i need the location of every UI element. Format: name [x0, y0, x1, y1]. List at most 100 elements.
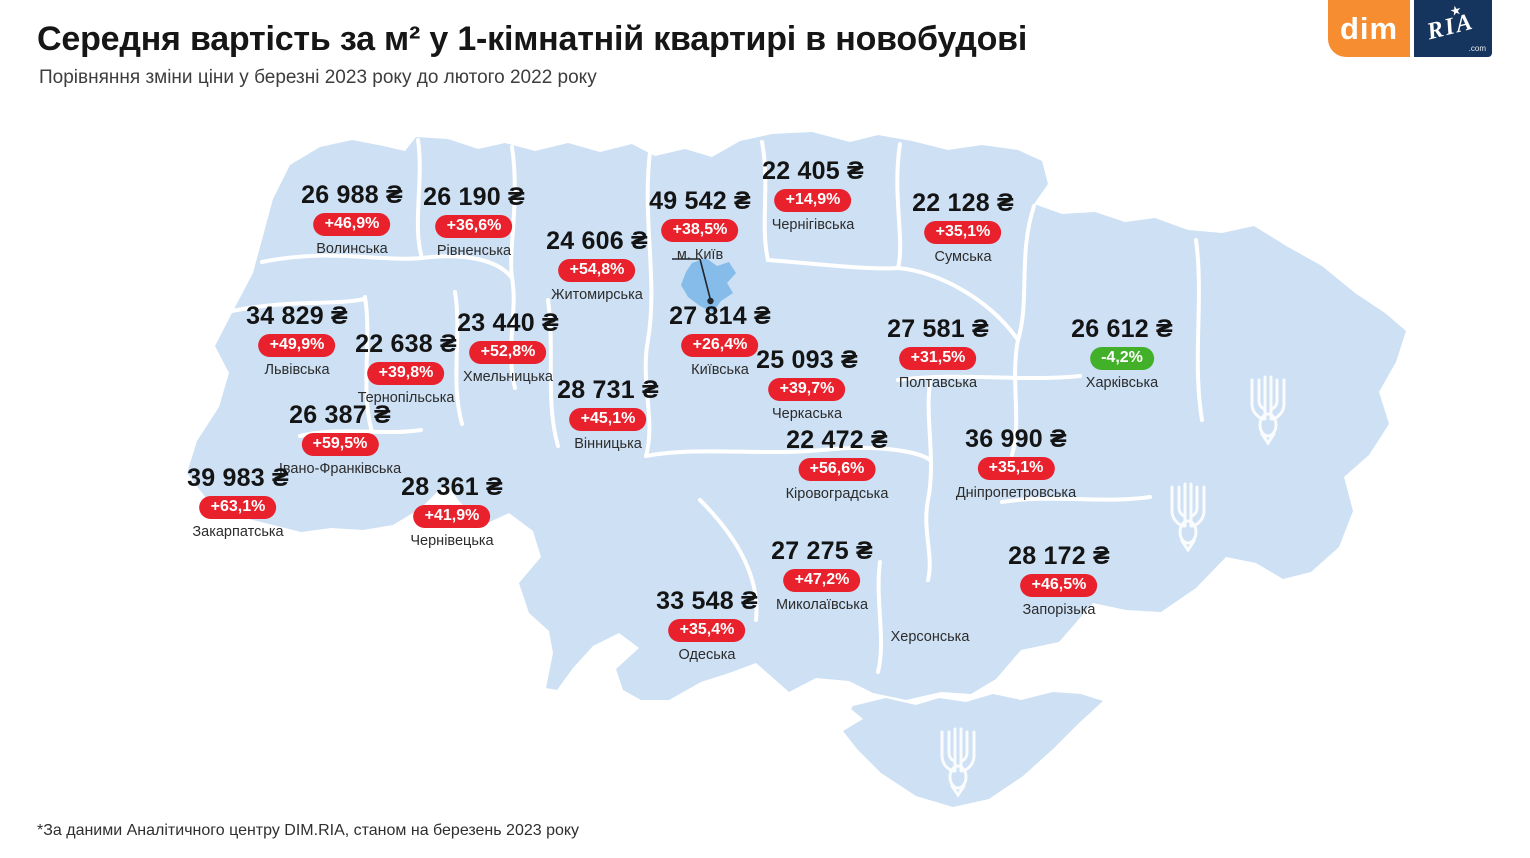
region-name-label: Вінницька	[574, 436, 642, 452]
region-change-badge: +47,2%	[783, 569, 861, 592]
region-marker: 39 983 ₴ +63,1% Закарпатська	[187, 464, 289, 540]
region-change-badge: +63,1%	[199, 496, 277, 519]
region-price: 25 093 ₴	[756, 346, 858, 374]
region-marker: 27 581 ₴ +31,5% Полтавська	[887, 315, 989, 391]
region-marker: Херсонська	[891, 624, 970, 645]
region-marker: 23 440 ₴ +52,8% Хмельницька	[457, 309, 559, 385]
region-change-badge: +35,1%	[924, 221, 1002, 244]
region-name-label: Чернівецька	[410, 533, 494, 549]
region-name-label: Тернопільська	[357, 390, 455, 406]
region-change-badge: +26,4%	[681, 334, 759, 357]
region-price: 28 361 ₴	[401, 473, 503, 501]
region-price: 26 612 ₴	[1071, 315, 1173, 343]
region-marker: 22 128 ₴ +35,1% Сумська	[912, 189, 1014, 265]
region-name-label: Полтавська	[898, 375, 978, 391]
region-price: 36 990 ₴	[965, 425, 1067, 453]
oblast-borders	[230, 138, 1204, 674]
region-change-badge: +59,5%	[301, 433, 379, 456]
region-name-label: Одеська	[678, 647, 736, 663]
region-marker: 27 275 ₴ +47,2% Миколаївська	[771, 537, 873, 613]
region-marker: 24 606 ₴ +54,8% Житомирська	[546, 227, 648, 303]
ria-tld: .com	[1468, 44, 1486, 53]
region-price: 26 387 ₴	[289, 401, 391, 429]
region-price: 33 548 ₴	[656, 587, 758, 615]
region-change-badge: +54,8%	[558, 259, 636, 282]
region-marker: 22 405 ₴ +14,9% Чернігівська	[762, 157, 864, 233]
region-price: 39 983 ₴	[187, 464, 289, 492]
region-price: 26 988 ₴	[301, 181, 403, 209]
region-name-label: Волинська	[316, 241, 388, 257]
dim-logo: dim	[1328, 0, 1410, 57]
region-name-label: Чернігівська	[771, 217, 855, 233]
region-name-label: Рівненська	[436, 243, 512, 259]
kyiv-pointer	[672, 258, 714, 305]
region-marker: 49 542 ₴ +38,5% м. Київ	[649, 187, 751, 263]
region-price: 22 128 ₴	[912, 189, 1014, 217]
region-change-badge: +39,8%	[367, 362, 445, 385]
ria-wordmark: RIA	[1424, 8, 1477, 46]
region-change-badge: +35,4%	[668, 619, 746, 642]
region-change-badge: +46,9%	[313, 213, 391, 236]
source-footnote: *За даними Аналітичного центру DIM.RIA, …	[37, 822, 580, 839]
region-name-label: Дніпропетровська	[955, 485, 1077, 501]
region-change-badge: +14,9%	[774, 189, 852, 212]
region-name-label: Херсонська	[890, 629, 970, 645]
region-change-badge: +38,5%	[661, 219, 739, 242]
region-change-badge: +46,5%	[1020, 574, 1098, 597]
region-name-label: Львівська	[264, 362, 330, 378]
region-marker: 22 472 ₴ +56,6% Кіровоградська	[786, 426, 889, 502]
region-name-label: Черкаська	[771, 406, 843, 422]
region-marker: 26 387 ₴ +59,5% Івано-Франківська	[279, 401, 401, 477]
region-marker: 34 829 ₴ +49,9% Львівська	[246, 302, 348, 378]
region-price: 22 405 ₴	[762, 157, 864, 185]
region-marker: 22 638 ₴ +39,8% Тернопільська	[355, 330, 457, 406]
region-price: 27 814 ₴	[669, 302, 771, 330]
region-name-label: Хмельницька	[463, 369, 553, 385]
region-change-badge: +45,1%	[569, 408, 647, 431]
region-marker: 26 190 ₴ +36,6% Рівненська	[423, 183, 525, 259]
page-title: Середня вартість за м² у 1-кімнатній ква…	[37, 20, 1028, 58]
region-marker: 36 990 ₴ +35,1% Дніпропетровська	[956, 425, 1076, 501]
region-price: 24 606 ₴	[546, 227, 648, 255]
region-price: 22 472 ₴	[786, 426, 888, 454]
region-change-badge: +36,6%	[435, 215, 513, 238]
dim-ria-logo: dim ★ RIA .com	[1328, 0, 1492, 57]
region-price: 34 829 ₴	[246, 302, 348, 330]
region-change-badge: +49,9%	[258, 334, 336, 357]
region-price: 23 440 ₴	[457, 309, 559, 337]
region-price: 49 542 ₴	[649, 187, 751, 215]
region-price: 22 638 ₴	[355, 330, 457, 358]
region-price: 28 172 ₴	[1008, 542, 1110, 570]
region-name-label: Сумська	[934, 249, 992, 265]
region-name-label: Миколаївська	[775, 597, 869, 613]
region-change-badge: +31,5%	[899, 347, 977, 370]
region-price: 27 581 ₴	[887, 315, 989, 343]
region-price: 27 275 ₴	[771, 537, 873, 565]
region-marker: 28 361 ₴ +41,9% Чернівецька	[401, 473, 503, 549]
region-marker: 26 988 ₴ +46,9% Волинська	[301, 181, 403, 257]
region-name-label: Запорізька	[1022, 602, 1096, 618]
kyiv-city-shape	[681, 258, 736, 312]
region-marker: 25 093 ₴ +39,7% Черкаська	[756, 346, 858, 422]
region-name-label: Закарпатська	[192, 524, 284, 540]
ukraine-mainland-shape	[187, 132, 1406, 700]
region-change-badge: +35,1%	[977, 457, 1055, 480]
region-marker: 26 612 ₴ -4,2% Харківська	[1071, 315, 1173, 391]
region-name-label: Кіровоградська	[785, 486, 889, 502]
region-marker: 33 548 ₴ +35,4% Одеська	[656, 587, 758, 663]
region-name-label: Житомирська	[551, 287, 643, 303]
region-name-label: Харківська	[1085, 375, 1159, 391]
region-marker: 28 172 ₴ +46,5% Запорізька	[1008, 542, 1110, 618]
region-change-badge: +52,8%	[469, 341, 547, 364]
region-marker: 28 731 ₴ +45,1% Вінницька	[557, 376, 659, 452]
region-change-badge: -4,2%	[1090, 347, 1154, 370]
region-change-badge: +56,6%	[798, 458, 876, 481]
region-marker: 27 814 ₴ +26,4% Київська	[669, 302, 771, 378]
region-price: 28 731 ₴	[557, 376, 659, 404]
region-name-label: Київська	[691, 362, 749, 378]
region-change-badge: +39,7%	[768, 378, 846, 401]
region-name-label: м. Київ	[676, 247, 724, 263]
